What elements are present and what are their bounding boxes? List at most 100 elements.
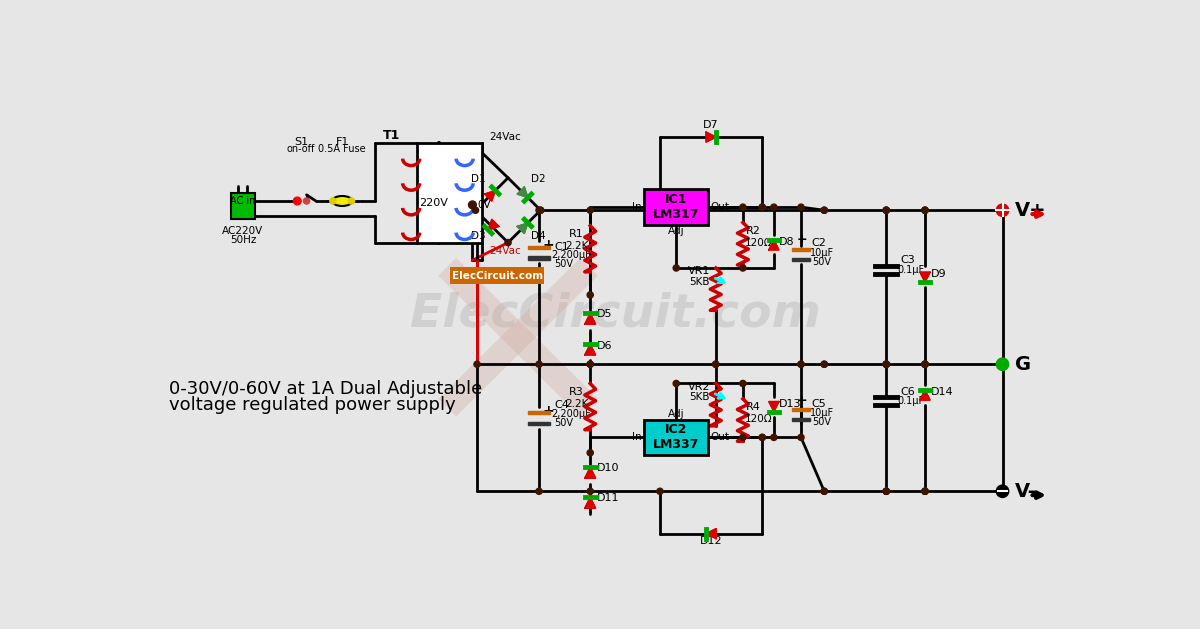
Circle shape bbox=[922, 207, 928, 213]
Bar bbox=[528, 257, 550, 260]
Text: D4: D4 bbox=[530, 231, 546, 241]
Circle shape bbox=[587, 450, 593, 456]
Text: D2: D2 bbox=[530, 174, 546, 184]
Text: 2,200μF: 2,200μF bbox=[552, 409, 592, 418]
Text: 50V: 50V bbox=[554, 418, 574, 428]
Text: Out: Out bbox=[710, 432, 730, 442]
Circle shape bbox=[330, 198, 336, 204]
Text: G: G bbox=[1015, 355, 1031, 374]
Circle shape bbox=[922, 361, 928, 367]
Circle shape bbox=[798, 361, 804, 367]
Text: D8: D8 bbox=[779, 237, 794, 247]
Text: F1: F1 bbox=[336, 136, 349, 147]
Bar bbox=[528, 411, 550, 415]
Text: D10: D10 bbox=[596, 464, 619, 473]
Text: +: + bbox=[797, 233, 806, 247]
Text: IC1
LM317: IC1 LM317 bbox=[653, 193, 700, 221]
Circle shape bbox=[348, 198, 355, 204]
Text: D1: D1 bbox=[470, 174, 485, 184]
Circle shape bbox=[883, 361, 889, 367]
Text: C4: C4 bbox=[554, 400, 570, 410]
Circle shape bbox=[739, 381, 746, 387]
Text: voltage regulated power supply: voltage regulated power supply bbox=[169, 396, 456, 414]
Circle shape bbox=[996, 485, 1009, 498]
Circle shape bbox=[883, 207, 889, 213]
Circle shape bbox=[739, 265, 746, 271]
Text: 50V: 50V bbox=[812, 257, 830, 267]
Text: In: In bbox=[631, 202, 641, 212]
Ellipse shape bbox=[332, 196, 353, 206]
Text: D11: D11 bbox=[596, 493, 619, 503]
Text: D12: D12 bbox=[700, 537, 722, 547]
Circle shape bbox=[656, 488, 664, 494]
Circle shape bbox=[821, 488, 827, 494]
Text: R4: R4 bbox=[746, 403, 761, 413]
Circle shape bbox=[468, 201, 476, 209]
Bar bbox=[792, 248, 810, 250]
Circle shape bbox=[821, 207, 827, 213]
Text: on-off: on-off bbox=[287, 145, 316, 155]
Text: 120Ω: 120Ω bbox=[744, 238, 772, 248]
Circle shape bbox=[760, 434, 766, 440]
Circle shape bbox=[473, 207, 479, 213]
Circle shape bbox=[1000, 361, 1006, 367]
Text: C2: C2 bbox=[812, 238, 827, 248]
Circle shape bbox=[760, 204, 766, 210]
Polygon shape bbox=[584, 313, 595, 324]
Circle shape bbox=[798, 361, 804, 367]
Text: 0.1μF: 0.1μF bbox=[898, 396, 924, 406]
Text: Adj: Adj bbox=[668, 226, 684, 236]
Text: D14: D14 bbox=[931, 387, 954, 397]
Circle shape bbox=[587, 361, 593, 367]
Text: ElecCircuit.com: ElecCircuit.com bbox=[451, 270, 542, 281]
Circle shape bbox=[739, 204, 746, 210]
Text: AC in: AC in bbox=[230, 196, 256, 206]
Text: T1: T1 bbox=[383, 128, 400, 142]
Polygon shape bbox=[920, 390, 930, 400]
Text: 0.5A Fuse: 0.5A Fuse bbox=[318, 145, 366, 155]
Text: 50V: 50V bbox=[812, 417, 830, 427]
Circle shape bbox=[922, 488, 928, 494]
Text: 24Vac: 24Vac bbox=[490, 132, 521, 142]
Circle shape bbox=[587, 361, 593, 367]
Text: R1: R1 bbox=[569, 229, 583, 239]
Polygon shape bbox=[584, 344, 595, 355]
Text: In: In bbox=[631, 432, 641, 442]
Circle shape bbox=[798, 434, 804, 440]
Text: +: + bbox=[542, 238, 553, 252]
Text: IC2
LM337: IC2 LM337 bbox=[653, 423, 700, 452]
Circle shape bbox=[770, 434, 776, 440]
Text: 50Hz: 50Hz bbox=[230, 235, 256, 245]
Circle shape bbox=[587, 292, 593, 298]
Circle shape bbox=[587, 207, 593, 213]
Polygon shape bbox=[517, 223, 528, 233]
Circle shape bbox=[922, 207, 928, 213]
Bar bbox=[792, 258, 810, 260]
Text: Out: Out bbox=[710, 202, 730, 212]
Polygon shape bbox=[920, 272, 930, 282]
Text: 220V: 220V bbox=[419, 198, 448, 208]
Text: +: + bbox=[797, 394, 806, 406]
Circle shape bbox=[883, 361, 889, 367]
Polygon shape bbox=[706, 132, 716, 142]
Circle shape bbox=[673, 265, 679, 271]
Polygon shape bbox=[488, 220, 499, 230]
Circle shape bbox=[760, 204, 766, 210]
Circle shape bbox=[922, 488, 928, 494]
Circle shape bbox=[713, 361, 719, 367]
Circle shape bbox=[474, 361, 480, 367]
Polygon shape bbox=[517, 187, 528, 198]
Circle shape bbox=[821, 361, 827, 367]
Circle shape bbox=[538, 207, 544, 213]
Circle shape bbox=[996, 204, 1009, 216]
Circle shape bbox=[760, 434, 766, 440]
Circle shape bbox=[1000, 488, 1006, 494]
Circle shape bbox=[883, 488, 889, 494]
Circle shape bbox=[922, 361, 928, 367]
Bar bbox=[792, 418, 810, 421]
Circle shape bbox=[883, 361, 889, 367]
Circle shape bbox=[883, 488, 889, 494]
Text: 2.2K: 2.2K bbox=[565, 241, 589, 251]
Polygon shape bbox=[485, 191, 496, 201]
Text: 2,200μF: 2,200μF bbox=[552, 250, 592, 260]
